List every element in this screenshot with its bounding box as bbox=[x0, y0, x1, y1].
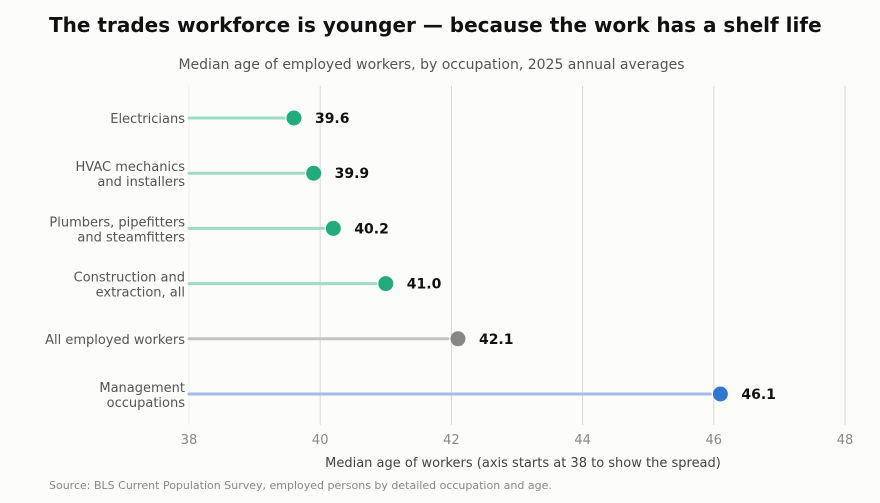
category-label: HVAC mechanics and installers bbox=[76, 160, 186, 190]
category-label: Management occupations bbox=[99, 381, 185, 411]
category-label-line: and installers bbox=[97, 175, 185, 190]
category-labels: Electricians HVAC mechanics and installers… bbox=[45, 112, 185, 411]
value-label: 42.1 bbox=[479, 332, 514, 348]
x-tick-label: 44 bbox=[574, 433, 591, 448]
stems bbox=[187, 116, 712, 396]
gridlines bbox=[188, 86, 846, 425]
x-tick-label: 40 bbox=[312, 433, 329, 448]
category-label: All employed workers bbox=[45, 333, 185, 348]
category-label-line: extraction, all bbox=[96, 286, 185, 301]
value-label: 39.9 bbox=[335, 166, 370, 182]
lollipop-dot bbox=[306, 165, 322, 181]
x-tick-labels: 38 40 42 44 46 48 bbox=[181, 433, 854, 448]
value-label: 41.0 bbox=[407, 277, 442, 293]
source-note: Source: BLS Current Population Survey, e… bbox=[49, 479, 552, 492]
lollipop-dot bbox=[286, 110, 302, 126]
lollipop-dot bbox=[378, 276, 394, 292]
value-labels: 39.6 39.9 40.2 41.0 42.1 46.1 bbox=[315, 111, 776, 403]
category-label-line: Construction and bbox=[74, 271, 185, 286]
category-label: Construction and extraction, all bbox=[74, 271, 185, 301]
dots bbox=[286, 110, 728, 402]
lollipop-dot bbox=[325, 220, 341, 236]
value-label: 40.2 bbox=[354, 221, 389, 237]
chart-title: The trades workforce is younger — becaus… bbox=[49, 13, 822, 37]
category-label-line: occupations bbox=[107, 396, 186, 411]
lollipop-dot bbox=[450, 331, 466, 347]
x-tick-label: 48 bbox=[837, 433, 854, 448]
lollipop-dot bbox=[712, 386, 728, 402]
category-label: Plumbers, pipefitters and steamfitters bbox=[49, 215, 185, 245]
x-axis-label: Median age of workers (axis starts at 38… bbox=[325, 456, 721, 471]
category-label-line: HVAC mechanics bbox=[76, 160, 186, 175]
category-label: Electricians bbox=[110, 112, 185, 127]
x-tick-label: 46 bbox=[706, 433, 723, 448]
value-label: 46.1 bbox=[741, 387, 776, 403]
category-label-line: Plumbers, pipefitters bbox=[49, 215, 185, 230]
category-label-line: Management bbox=[99, 381, 185, 396]
x-tick-label: 42 bbox=[443, 433, 460, 448]
category-label-line: and steamfitters bbox=[77, 230, 185, 245]
chart-subtitle: Median age of employed workers, by occup… bbox=[178, 57, 685, 73]
value-label: 39.6 bbox=[315, 111, 350, 127]
x-tick-label: 38 bbox=[181, 433, 198, 448]
